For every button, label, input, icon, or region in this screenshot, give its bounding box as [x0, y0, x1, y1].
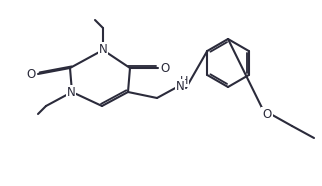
Text: O: O [160, 62, 170, 75]
Text: N: N [175, 79, 185, 92]
Text: N: N [99, 42, 107, 55]
Text: O: O [26, 68, 36, 81]
Text: H: H [180, 76, 188, 86]
Text: N: N [67, 86, 75, 99]
Text: O: O [262, 108, 272, 121]
